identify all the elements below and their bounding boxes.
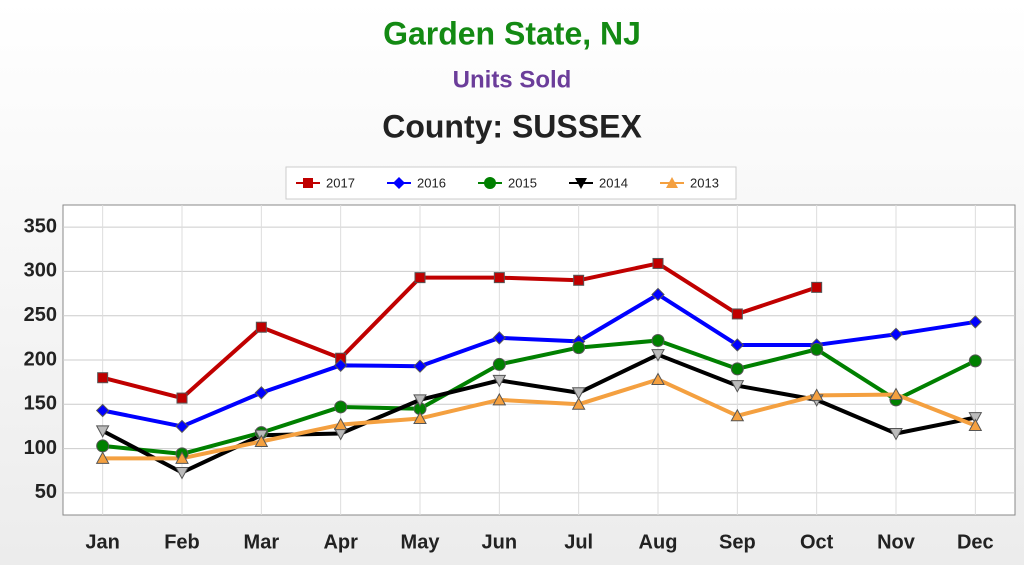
marker [889,428,903,441]
x-tick-label: Mar [244,531,280,553]
marker [889,387,903,401]
legend-marker [666,177,678,188]
marker [651,372,665,385]
marker [730,338,745,352]
marker [968,418,983,432]
legend-label: 2017 [326,175,355,190]
x-tick-label: Nov [877,531,916,553]
y-tick-label: 350 [24,215,57,237]
x-tick-label: Apr [323,531,358,553]
marker [175,451,189,464]
series-line [102,261,818,401]
marker [255,321,267,333]
marker [811,281,823,293]
marker [889,327,903,342]
marker [493,272,505,284]
marker [651,287,665,302]
x-tick-label: Oct [800,531,834,553]
marker [573,274,585,286]
chart-title: Garden State, NJ [383,15,641,51]
marker [730,408,745,422]
marker [254,386,269,400]
marker [333,358,348,373]
marker [809,388,824,401]
legend-label: 2014 [599,175,628,190]
legend-label: 2013 [690,175,719,190]
legend-marker [484,177,496,189]
series-line [102,377,977,461]
y-tick-label: 100 [24,437,57,459]
marker [572,341,586,355]
legend-marker [303,178,313,188]
x-tick-label: Sep [719,531,756,553]
series-line [102,292,976,429]
marker [414,272,426,284]
x-tick-label: Jul [564,531,593,553]
chart-subtitle: County: SUSSEX [382,108,642,144]
x-tick-label: Dec [957,531,994,553]
y-tick-label: 150 [24,393,57,415]
marker [492,357,506,371]
marker [95,451,110,464]
x-tick-label: Jun [482,531,518,553]
marker [413,359,427,373]
marker [175,466,189,480]
marker [413,411,427,424]
chart-subtitle: Units Sold [453,66,572,93]
marker [492,331,507,345]
marker [571,397,586,410]
marker [95,425,110,438]
x-tick-label: Feb [164,531,200,553]
series-line [102,338,977,456]
marker [95,403,110,418]
marker [730,362,744,376]
marker [730,380,745,393]
marker [333,417,348,431]
series-line [101,352,976,475]
legend-label: 2015 [508,175,537,190]
marker [652,257,664,269]
marker [968,315,983,329]
legend-marker [575,178,587,189]
marker [492,374,507,388]
marker [968,354,982,368]
marker [176,392,188,404]
marker [651,349,665,362]
marker [97,372,109,384]
x-tick-label: Jan [85,531,119,553]
marker [968,412,983,425]
legend-label: 2016 [417,175,446,190]
marker [334,400,348,414]
marker [175,419,189,434]
y-tick-label: 250 [24,304,57,326]
x-tick-label: May [401,531,441,553]
y-tick-label: 300 [24,260,57,282]
marker [731,308,743,320]
marker [571,387,586,400]
marker [254,434,269,447]
marker [413,394,427,407]
x-tick-label: Aug [639,531,678,553]
marker [492,392,507,406]
legend-marker [393,177,405,189]
marker [810,342,824,356]
y-tick-label: 200 [24,348,57,370]
y-tick-label: 50 [35,481,57,503]
marker [651,334,665,348]
marker [96,439,110,453]
